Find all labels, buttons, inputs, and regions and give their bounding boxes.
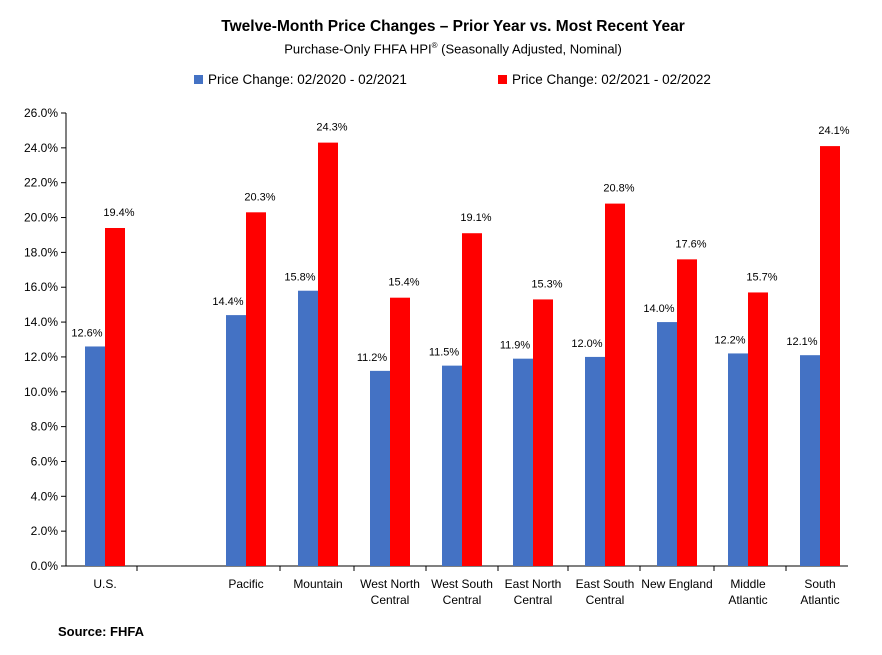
- bar-series-1: [585, 356, 605, 566]
- data-label-series-2: 20.3%: [244, 191, 275, 203]
- y-tick-label: 2.0%: [31, 524, 59, 538]
- data-label-series-1: 11.5%: [429, 347, 460, 359]
- legend-label-series-1: Price Change: 02/2020 - 02/2021: [208, 72, 407, 87]
- bar-series-2: [677, 259, 697, 566]
- y-tick-label: 8.0%: [31, 420, 59, 434]
- bar-series-2: [605, 203, 625, 566]
- bar-series-1: [728, 353, 748, 566]
- subtitle-rest: (Seasonally Adjusted, Nominal): [437, 41, 622, 57]
- x-category-label: Middle: [730, 577, 766, 591]
- data-label-series-1: 14.4%: [212, 296, 243, 308]
- bar-series-1: [298, 290, 318, 566]
- x-category-label: New England: [641, 577, 712, 591]
- x-category-label: Central: [586, 593, 625, 607]
- data-label-series-1: 12.1%: [786, 336, 817, 348]
- y-tick-label: 6.0%: [31, 454, 59, 468]
- source-note: Source: FHFA: [58, 624, 144, 639]
- bar-series-1: [85, 346, 105, 566]
- data-label-series-1: 14.0%: [643, 303, 674, 315]
- y-tick-label: 4.0%: [31, 489, 59, 503]
- data-label-series-1: 15.8%: [284, 272, 315, 284]
- data-label-series-1: 12.6%: [71, 327, 102, 339]
- x-category-label: Mountain: [293, 577, 342, 591]
- bar-series-1: [226, 315, 246, 566]
- data-label-series-2: 19.1%: [460, 212, 491, 224]
- legend-item-series-1: Price Change: 02/2020 - 02/2021: [194, 72, 407, 87]
- x-category-label: Atlantic: [728, 593, 767, 607]
- y-tick-label: 22.0%: [24, 176, 58, 190]
- chart-title: Twelve-Month Price Changes – Prior Year …: [221, 18, 685, 35]
- bar-series-2: [820, 146, 840, 566]
- data-label-series-1: 12.2%: [714, 334, 745, 346]
- data-label-series-1: 11.2%: [357, 352, 388, 364]
- x-category-label: Atlantic: [800, 593, 839, 607]
- data-label-series-2: 15.4%: [388, 277, 419, 289]
- bar-series-1: [442, 365, 462, 566]
- y-tick-label: 24.0%: [24, 141, 58, 155]
- y-tick-label: 14.0%: [24, 315, 58, 329]
- y-tick-label: 18.0%: [24, 245, 58, 259]
- x-category-label: Central: [443, 593, 482, 607]
- x-category-label: West South: [431, 577, 493, 591]
- legend-label-series-2: Price Change: 02/2021 - 02/2022: [512, 72, 711, 87]
- x-category-label: East South: [576, 577, 635, 591]
- data-label-series-2: 19.4%: [103, 207, 134, 219]
- subtitle-main: Purchase-Only FHFA HPI: [284, 41, 432, 57]
- bar-series-2: [748, 292, 768, 566]
- data-label-series-2: 20.8%: [603, 183, 634, 195]
- x-category-label: Pacific: [228, 577, 263, 591]
- x-category-label: West North: [360, 577, 420, 591]
- chart-legend: Price Change: 02/2020 - 02/2021 Price Ch…: [0, 72, 882, 92]
- y-tick-label: 10.0%: [24, 385, 58, 399]
- bar-series-2: [246, 212, 266, 567]
- y-tick-label: 20.0%: [24, 211, 58, 225]
- y-tick-label: 12.0%: [24, 350, 58, 364]
- bar-series-1: [657, 322, 677, 566]
- y-tick-label: 0.0%: [31, 559, 59, 573]
- bar-series-2: [105, 227, 125, 566]
- bar-series-2: [462, 233, 482, 566]
- data-label-series-2: 24.3%: [316, 122, 347, 134]
- x-category-label: South: [804, 577, 835, 591]
- x-category-label: Central: [514, 593, 553, 607]
- bar-series-2: [390, 297, 410, 566]
- bar-series-2: [533, 299, 553, 566]
- bar-series-1: [370, 370, 390, 566]
- chart-subtitle: Purchase-Only FHFA HPI® (Seasonally Adju…: [0, 41, 882, 56]
- data-label-series-2: 15.7%: [746, 271, 777, 283]
- x-category-label: Central: [371, 593, 410, 607]
- x-category-label: East North: [505, 577, 562, 591]
- registered-mark: ®: [431, 41, 438, 50]
- y-tick-label: 26.0%: [24, 106, 58, 120]
- y-tick-label: 16.0%: [24, 280, 58, 294]
- data-label-series-2: 24.1%: [818, 125, 849, 137]
- bar-series-2: [318, 142, 338, 566]
- x-category-label: U.S.: [93, 577, 116, 591]
- bar-series-1: [513, 358, 533, 566]
- legend-item-series-2: Price Change: 02/2021 - 02/2022: [498, 72, 711, 87]
- legend-swatch-series-2: [498, 75, 507, 84]
- legend-swatch-series-1: [194, 75, 203, 84]
- bar-series-1: [800, 355, 820, 566]
- data-label-series-1: 11.9%: [500, 340, 531, 352]
- data-label-series-2: 17.6%: [675, 238, 706, 250]
- data-label-series-2: 15.3%: [531, 278, 562, 290]
- data-label-series-1: 12.0%: [571, 338, 602, 350]
